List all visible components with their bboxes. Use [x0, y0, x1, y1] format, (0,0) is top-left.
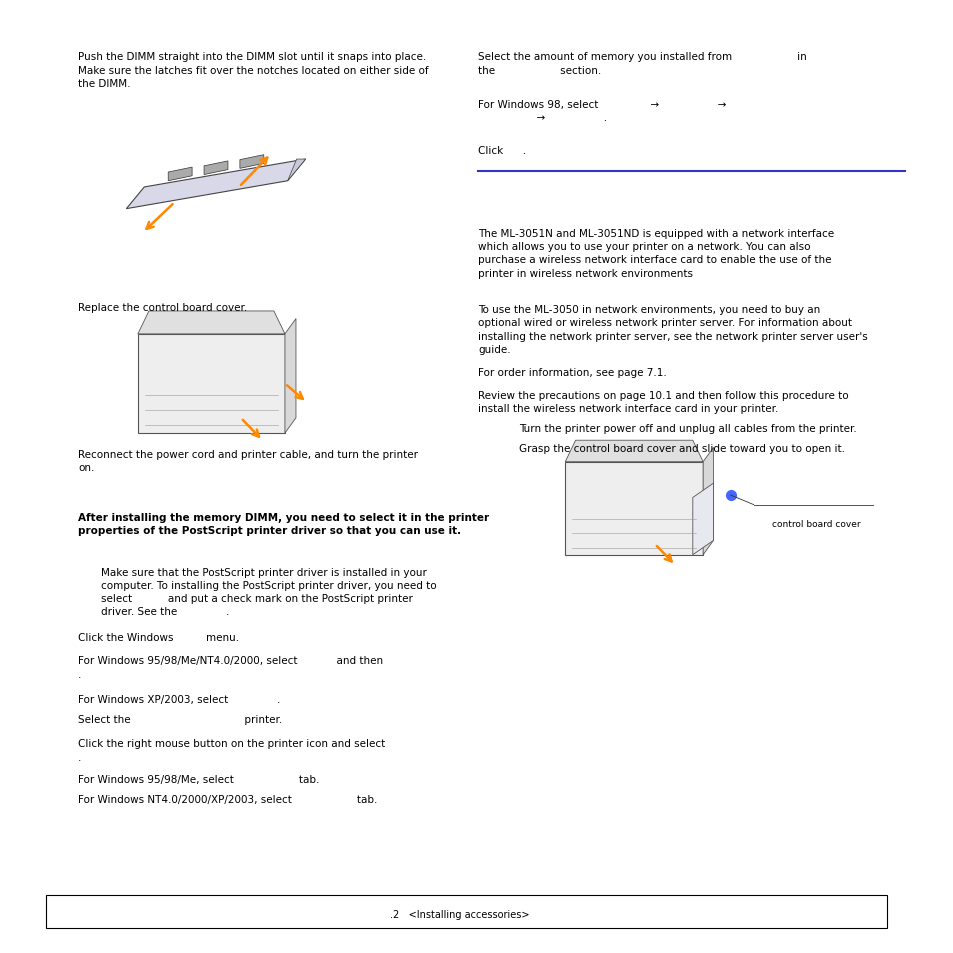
Text: Click the right mouse button on the printer icon and select
.: Click the right mouse button on the prin… — [78, 739, 385, 761]
Text: Turn the printer power off and unplug all cables from the printer.: Turn the printer power off and unplug al… — [518, 423, 856, 433]
Text: Select the amount of memory you installed from                    in
the        : Select the amount of memory you installe… — [477, 52, 806, 75]
Text: For Windows NT4.0/2000/XP/2003, select                    tab.: For Windows NT4.0/2000/XP/2003, select t… — [78, 794, 377, 803]
Text: For Windows 98, select                →                  →
                  →  : For Windows 98, select → → → — [477, 100, 725, 123]
Polygon shape — [168, 168, 192, 181]
Text: To use the ML-3050 in network environments, you need to buy an
optional wired or: To use the ML-3050 in network environmen… — [477, 305, 867, 355]
Text: Click the Windows          menu.: Click the Windows menu. — [78, 632, 239, 641]
Text: Push the DIMM straight into the DIMM slot until it snaps into place.
Make sure t: Push the DIMM straight into the DIMM slo… — [78, 52, 428, 89]
Text: Review the precautions on page 10.1 and then follow this procedure to
install th: Review the precautions on page 10.1 and … — [477, 391, 847, 414]
Polygon shape — [285, 319, 295, 434]
Text: For order information, see page 7.1.: For order information, see page 7.1. — [477, 368, 666, 377]
Polygon shape — [239, 155, 264, 170]
Text: For Windows 95/98/Me, select                    tab.: For Windows 95/98/Me, select tab. — [78, 774, 319, 783]
Text: For Windows 95/98/Me/NT4.0/2000, select            and then
.: For Windows 95/98/Me/NT4.0/2000, select … — [78, 656, 383, 679]
Text: Grasp the control board cover and slide toward you to open it.: Grasp the control board cover and slide … — [518, 443, 844, 453]
Text: After installing the memory DIMM, you need to select it in the printer
propertie: After installing the memory DIMM, you ne… — [78, 513, 489, 536]
Polygon shape — [138, 335, 285, 434]
Polygon shape — [126, 160, 305, 210]
Text: Select the                                   printer.: Select the printer. — [78, 715, 282, 724]
Polygon shape — [702, 448, 713, 555]
Text: For Windows XP/2003, select               .: For Windows XP/2003, select . — [78, 694, 280, 703]
Polygon shape — [288, 160, 305, 181]
Polygon shape — [565, 462, 702, 555]
Text: .2   <Installing accessories>: .2 <Installing accessories> — [390, 909, 529, 919]
Text: The ML-3051N and ML-3051ND is equipped with a network interface
which allows you: The ML-3051N and ML-3051ND is equipped w… — [477, 229, 833, 278]
Polygon shape — [204, 162, 228, 175]
Text: Reconnect the power cord and printer cable, and turn the printer
on.: Reconnect the power cord and printer cab… — [78, 450, 417, 473]
Text: Make sure that the PostScript printer driver is installed in your
computer. To i: Make sure that the PostScript printer dr… — [101, 567, 436, 617]
Polygon shape — [138, 312, 285, 335]
Bar — [46, 895, 886, 928]
Polygon shape — [692, 484, 713, 555]
Text: Replace the control board cover.: Replace the control board cover. — [78, 303, 247, 313]
Text: control board cover: control board cover — [771, 519, 860, 528]
Text: Click      .: Click . — [477, 146, 525, 155]
Polygon shape — [565, 441, 702, 462]
